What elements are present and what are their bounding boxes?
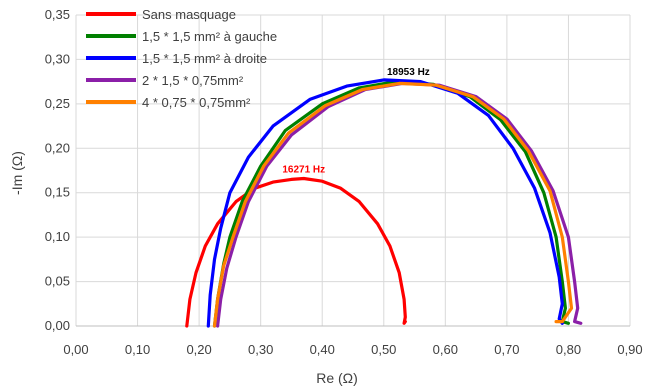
y-tick-labels: 0,00 0,05 0,10 0,15 0,20 0,25 0,30 0,35 <box>45 7 70 333</box>
y-axis-title: -Im (Ω) <box>9 151 25 195</box>
series-line-5 <box>212 81 574 328</box>
series-line-3 <box>206 78 564 328</box>
legend-label-3: 1,5 * 1,5 mm² à droite <box>142 51 267 66</box>
legend: Sans masquage 1,5 * 1,5 mm² à gauche 1,5 *… <box>86 7 277 110</box>
x-tick-label: 0,30 <box>248 342 273 357</box>
series-line-2 <box>212 79 571 328</box>
legend-label-5: 4 * 0,75 * 0,75mm² <box>142 95 251 110</box>
x-tick-label: 0,40 <box>310 342 335 357</box>
x-tick-labels: 0,00 0,10 0,20 0,30 0,40 0,50 0,60 0,70 0,80 0,90 <box>63 342 642 357</box>
x-tick-label: 0,20 <box>186 342 211 357</box>
legend-label-2: 1,5 * 1,5 mm² à gauche <box>142 29 277 44</box>
x-tick-label: 0,00 <box>63 342 88 357</box>
annotations: 18953 Hz 16271 Hz <box>282 67 429 176</box>
x-tick-label: 0,10 <box>125 342 150 357</box>
x-tick-label: 0,80 <box>556 342 581 357</box>
grid <box>75 14 631 327</box>
series-lines <box>185 78 583 328</box>
x-tick-label: 0,90 <box>617 342 642 357</box>
x-tick-label: 0,70 <box>494 342 519 357</box>
series-line-4 <box>216 81 583 328</box>
legend-label-1: Sans masquage <box>142 7 236 22</box>
frequency-annotation-1: 18953 Hz <box>387 67 430 78</box>
y-tick-label: 0,15 <box>45 185 70 200</box>
y-tick-label: 0,00 <box>45 318 70 333</box>
y-tick-label: 0,30 <box>45 51 70 66</box>
x-tick-label: 0,60 <box>433 342 458 357</box>
x-axis-title: Re (Ω) <box>316 370 358 386</box>
legend-label-4: 2 * 1,5 * 0,75mm² <box>142 73 244 88</box>
y-tick-label: 0,35 <box>45 7 70 22</box>
y-tick-label: 0,05 <box>45 274 70 289</box>
x-tick-label: 0,50 <box>371 342 396 357</box>
y-tick-label: 0,10 <box>45 229 70 244</box>
frequency-annotation-2: 16271 Hz <box>282 165 325 176</box>
y-tick-label: 0,20 <box>45 140 70 155</box>
y-tick-label: 0,25 <box>45 96 70 111</box>
series-line-1 <box>185 176 407 328</box>
